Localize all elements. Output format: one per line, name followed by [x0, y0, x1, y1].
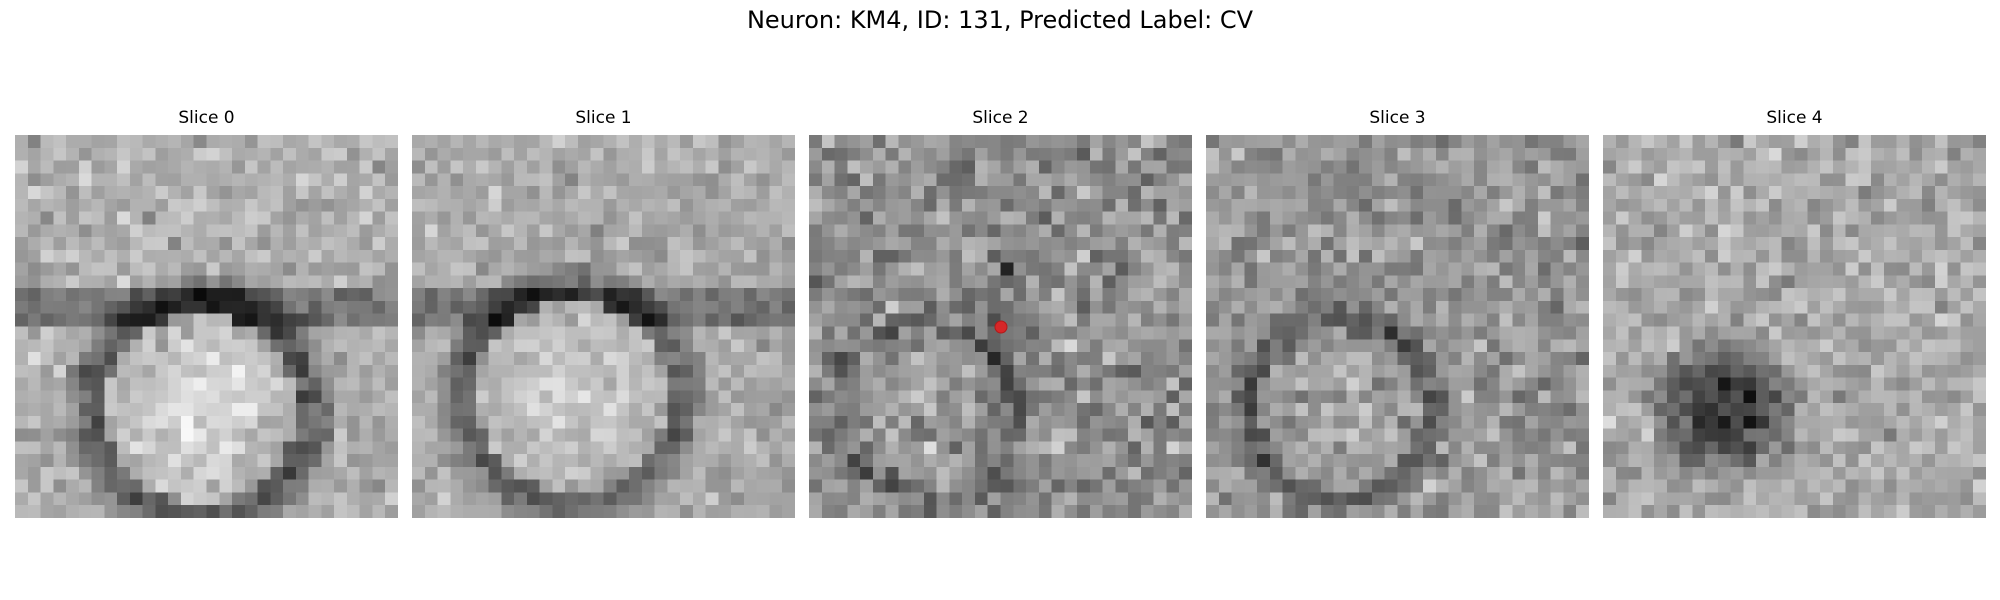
center-marker: [994, 320, 1007, 333]
slice-panel-3: Slice 3: [1206, 108, 1589, 518]
slice-title: Slice 3: [1369, 108, 1426, 128]
slice-panel-2: Slice 2: [809, 108, 1192, 518]
slice-title: Slice 1: [575, 108, 632, 128]
slice-panel-4: Slice 4: [1603, 108, 1986, 518]
slice-image: [1603, 135, 1986, 518]
slice-panel-0: Slice 0: [15, 108, 398, 518]
slice-image: [15, 135, 398, 518]
slice-image: [412, 135, 795, 518]
slice-panel-1: Slice 1: [412, 108, 795, 518]
slice-image: [1206, 135, 1589, 518]
slice-title: Slice 0: [178, 108, 235, 128]
slice-title: Slice 4: [1766, 108, 1823, 128]
figure-title: Neuron: KM4, ID: 131, Predicted Label: C…: [746, 6, 1254, 34]
slice-title: Slice 2: [972, 108, 1029, 128]
